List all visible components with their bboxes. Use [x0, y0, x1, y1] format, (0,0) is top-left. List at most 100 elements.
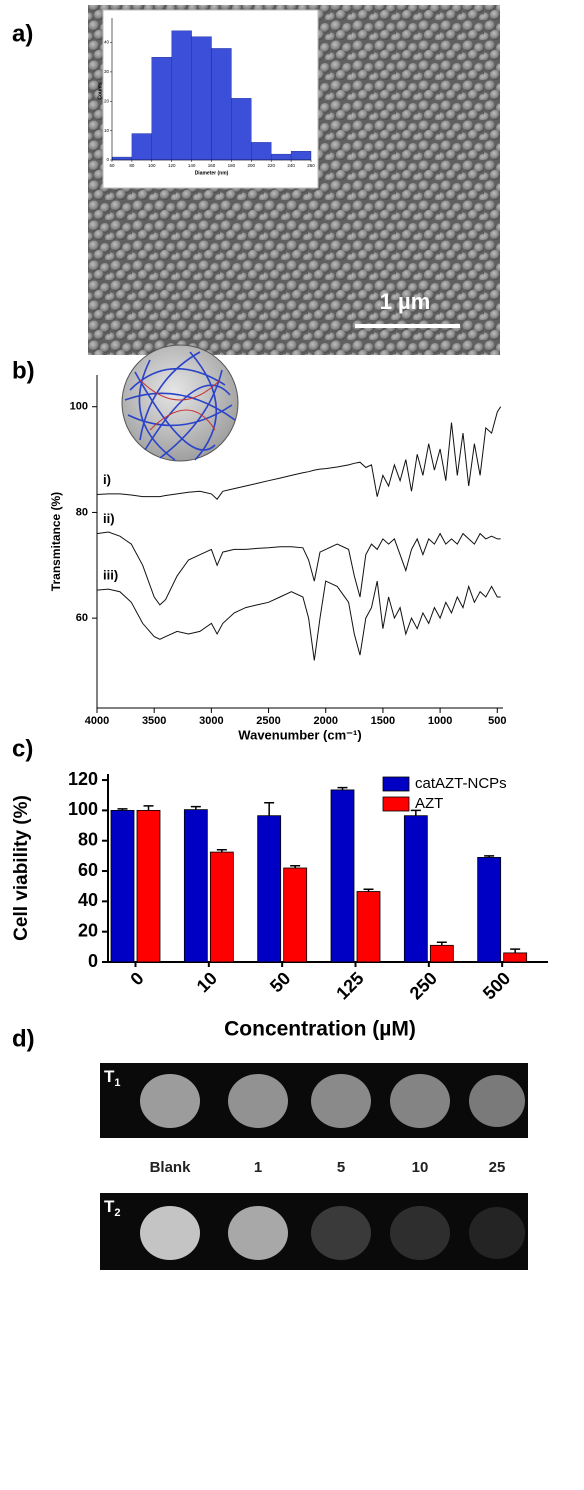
legend-label: AZT	[415, 795, 443, 812]
spectrum: 4000 3500 3000 2500 2000 1500 1000 500 100 80 60 Wa…	[49, 375, 506, 742]
bar-chart: 0 20 40 60 80 100 120 0 10 50 125 250 500 Concentrati…	[11, 769, 548, 1041]
x-tick-label: 2000	[313, 715, 337, 727]
x-tick-label: 50	[266, 968, 294, 996]
bar	[503, 952, 528, 963]
error-bar	[143, 805, 154, 811]
y-tick-label: 100	[68, 799, 98, 819]
bar	[403, 815, 428, 963]
y-tick-label: 80	[78, 829, 98, 849]
y-tick-label: 0	[106, 157, 109, 162]
error-bar	[510, 948, 521, 953]
y-tick-label: 100	[70, 401, 88, 413]
y-tick-label: 20	[78, 920, 98, 940]
histogram-bar	[111, 156, 133, 161]
histogram-bar	[131, 133, 152, 161]
legend-swatch	[382, 776, 410, 792]
mri-sample	[228, 1074, 288, 1128]
bar	[257, 815, 282, 963]
mri-panel: T1 T2	[100, 1063, 528, 1270]
error-bar	[290, 864, 301, 868]
y-tick-label: 40	[104, 40, 110, 45]
x-tick-label: 140	[188, 163, 196, 168]
x-tick-label: 100	[148, 163, 156, 168]
x-tick-label: 160	[208, 163, 216, 168]
mri-sample	[469, 1207, 525, 1259]
x-tick-label: 60	[109, 163, 115, 168]
concentration-label: 5	[337, 1159, 345, 1176]
mri-sample	[311, 1206, 371, 1260]
y-tick-label: 60	[76, 612, 88, 624]
y-tick-label: 80	[76, 506, 88, 518]
histogram-bar	[171, 30, 192, 161]
scale-bar-label: 1 µm	[380, 289, 431, 314]
mri-sample	[228, 1206, 288, 1260]
mri-row-label: T2	[104, 1197, 121, 1218]
x-tick-label: 260	[307, 163, 315, 168]
spectrum-line	[96, 580, 501, 661]
x-tick-label: 1000	[428, 715, 452, 727]
label-sub: 2	[114, 1207, 120, 1219]
error-bar	[216, 849, 227, 853]
y-tick-label: 0	[88, 951, 98, 971]
x-tick-label: 200	[248, 163, 256, 168]
y-tick-label: 20	[104, 98, 110, 103]
mri-sample	[390, 1206, 450, 1260]
histogram-bar	[211, 48, 232, 161]
bar	[209, 851, 234, 963]
panel-label: b)	[12, 357, 35, 384]
error-bar	[190, 805, 201, 810]
bar	[283, 867, 308, 963]
error-bar	[264, 802, 275, 816]
histogram-bar	[251, 142, 272, 161]
error-bar	[436, 941, 447, 946]
x-tick-label: 120	[168, 163, 176, 168]
concentration-label: 1	[254, 1159, 262, 1176]
bar	[477, 856, 502, 963]
series-label: iii)	[103, 568, 118, 583]
histogram-bar	[231, 98, 252, 161]
x-tick-label: 250	[406, 968, 441, 1003]
concentration-label: Blank	[150, 1159, 192, 1176]
error-bar	[484, 855, 495, 858]
error-bar	[363, 888, 374, 892]
error-bar	[117, 808, 128, 811]
mri-sample	[140, 1074, 200, 1128]
panel-label: c)	[12, 735, 33, 762]
bar	[136, 809, 161, 963]
mri-sample	[140, 1206, 200, 1260]
mri-sample	[469, 1075, 525, 1127]
mri-row-label: T1	[104, 1067, 121, 1088]
concentration-label: 10	[412, 1159, 429, 1176]
histogram-bar	[151, 57, 172, 161]
x-tick-label: 1500	[371, 715, 395, 727]
x-tick-label: 240	[287, 163, 295, 168]
x-axis-label: Wavenumber (cm⁻¹)	[238, 727, 361, 742]
bar	[183, 809, 208, 963]
histogram: 60 80 100 120 140 160 180 200 220 240 260 0 10 20 30 40…	[97, 18, 315, 176]
histogram-bar	[271, 153, 292, 161]
x-tick-label: 125	[332, 968, 367, 1003]
histogram-bar	[290, 150, 312, 161]
y-tick-label: 40	[78, 890, 98, 910]
x-tick-label: 0	[126, 968, 147, 989]
panel-label: d)	[12, 1025, 35, 1052]
error-bar	[410, 809, 421, 816]
x-tick-label: 10	[193, 968, 221, 996]
y-tick-label: 120	[68, 769, 98, 789]
bar	[356, 891, 381, 963]
x-tick-label: 4000	[85, 715, 109, 727]
x-tick-label: 2500	[256, 715, 280, 727]
x-tick-label: 3500	[142, 715, 166, 727]
x-tick-label: 180	[228, 163, 236, 168]
label-main: T	[104, 1197, 115, 1216]
bar	[429, 944, 454, 963]
spectrum-line	[96, 531, 501, 606]
legend-swatch	[382, 796, 410, 812]
y-tick-label: 60	[78, 860, 98, 880]
x-tick-label: 80	[129, 163, 135, 168]
bar	[330, 789, 355, 963]
mri-sample	[311, 1074, 371, 1128]
x-tick-label: 220	[267, 163, 275, 168]
y-axis-label: Counts	[97, 82, 103, 99]
